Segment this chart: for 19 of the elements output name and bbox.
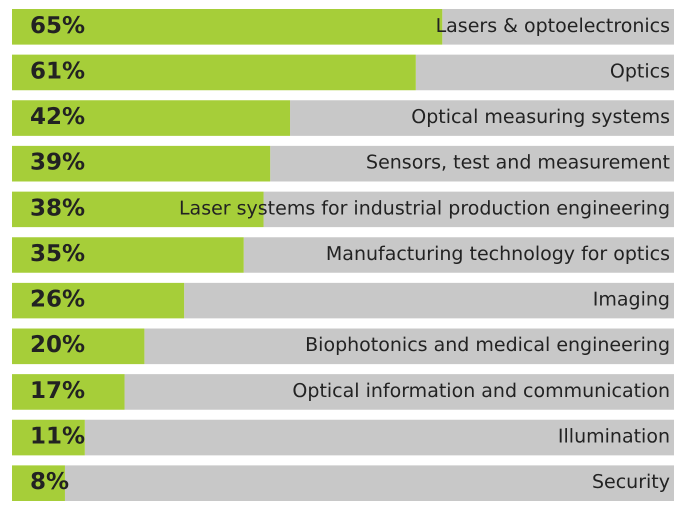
data-label: 35% [30,240,86,267]
y-tick-label: Optical information and communication [292,380,670,402]
y-tick-label: Optical measuring systems [411,106,670,128]
data-label: 38% [30,195,86,222]
data-label: 39% [30,150,86,176]
y-tick-label: Manufacturing technology for optics [326,242,670,265]
y-tick-label: Imaging [592,288,670,311]
data-label: 20% [30,332,86,358]
y-tick-label: Illumination [558,425,670,448]
data-label: 42% [30,104,86,130]
data-label: 17% [30,378,86,404]
y-tick-label: Optics [610,60,670,82]
data-label: 11% [30,424,86,450]
data-label: 61% [30,58,86,84]
data-label: 26% [30,286,86,313]
data-label: 65% [30,12,86,39]
y-tick-label: Security [592,471,670,494]
y-tick-label: Sensors, test and measurement [366,152,670,174]
y-tick-label: Biophotonics and medical engineering [305,334,670,356]
